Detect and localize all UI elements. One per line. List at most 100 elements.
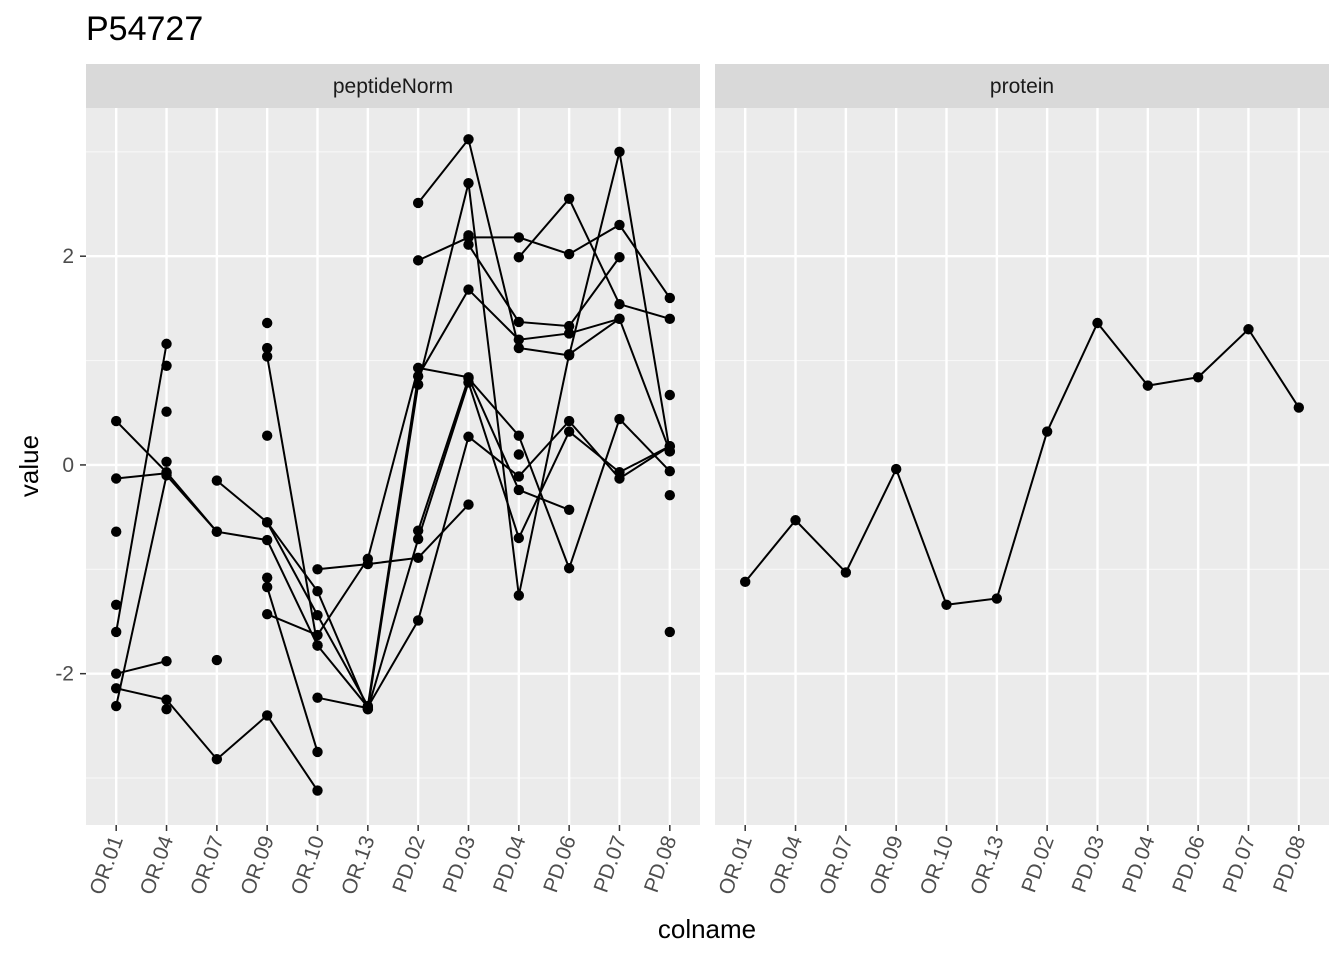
y-tick-label: -2 [55,663,74,686]
data-point [513,471,525,482]
data-point [513,232,525,243]
data-point [161,338,172,350]
data-point [261,608,273,620]
data-point [412,533,424,545]
series-line [110,177,625,715]
series-line [312,692,374,714]
series-line-segment [266,356,319,646]
series-line-segment [417,137,671,452]
x-tick-label: PD.02 [388,833,430,896]
x-tick-label: PD.02 [1017,833,1059,896]
x-tick-label: OR.07 [186,833,228,898]
data-point [412,255,424,266]
x-tick-label: PD.04 [1118,833,1160,896]
data-point [1243,324,1254,335]
x-tick-label: OR.10 [287,833,329,898]
data-point [463,499,474,510]
data-point [1041,426,1053,437]
x-tick-label: PD.03 [439,833,481,896]
series-line [110,134,676,638]
data-point [563,415,575,427]
series-line-segment [216,379,671,713]
data-point [563,248,575,260]
data-point [513,342,525,354]
data-point [110,526,122,537]
series-line [312,499,474,575]
data-point [211,526,223,537]
data-point [513,484,525,496]
data-point [664,626,676,638]
x-tick-label: OR.13 [966,833,1008,898]
data-point [312,564,323,575]
series-line-segment [317,696,369,710]
data-point [110,700,122,712]
data-point [664,465,676,477]
data-point [463,431,474,442]
data-point [261,342,273,354]
data-point [261,710,273,721]
data-point [563,426,575,437]
x-tick-label: PD.08 [1269,833,1311,896]
data-point [563,328,575,339]
facet-strip [86,64,700,108]
data-point [362,702,374,714]
data-point [312,640,323,651]
data-point [1293,402,1305,413]
series-line-segment [115,343,168,633]
data-point [261,517,273,528]
data-point [110,415,122,427]
data-point [1142,380,1154,391]
x-tick-label: PD.07 [1219,833,1261,896]
data-point [513,252,525,263]
data-point [412,197,424,209]
data-point [513,590,525,601]
data-point [261,351,273,362]
data-point [513,430,525,441]
y-tick-label: 2 [62,245,74,268]
panel-peptideNorm: peptideNorm OR.01 OR.04 OR.07 OR.09 OR.10 OR.1… [86,64,700,898]
data-point [312,586,323,597]
data-point [161,456,172,468]
x-tick-label: OR.04 [765,833,807,898]
data-point [513,316,525,328]
data-point [463,372,474,383]
data-point [110,599,122,610]
data-point [312,629,323,641]
data-point [513,449,525,460]
data-point [261,534,273,546]
data-point [614,219,625,231]
data-point [614,467,625,478]
x-axis-title: colname [658,914,756,944]
x-tick-label: PD.08 [640,833,682,896]
panel-background [715,108,1329,825]
data-point [463,230,474,241]
data-point [161,694,172,705]
data-point [161,406,172,417]
y-axis: -2 0 2 [55,245,86,686]
series-line-segment [417,223,671,299]
data-point [412,615,424,626]
facet-strip [715,64,1329,108]
x-tick-label: OR.04 [136,833,178,898]
data-point [563,504,575,516]
data-point [664,389,676,401]
data-point [211,654,223,666]
data-point [161,655,172,667]
data-point [412,362,424,374]
series-line-segment [116,472,167,480]
chart-title: P54727 [86,10,203,48]
data-point [1192,372,1204,383]
data-point [261,430,273,441]
series-line [110,351,676,679]
series-line-segment [518,196,671,320]
data-point [991,593,1003,604]
data-point [110,668,122,679]
data-point [563,563,575,574]
series-line [463,239,625,332]
data-point [664,313,676,325]
series-line [513,193,676,325]
data-point [412,379,424,390]
data-point [463,134,474,145]
data-point [312,610,323,621]
